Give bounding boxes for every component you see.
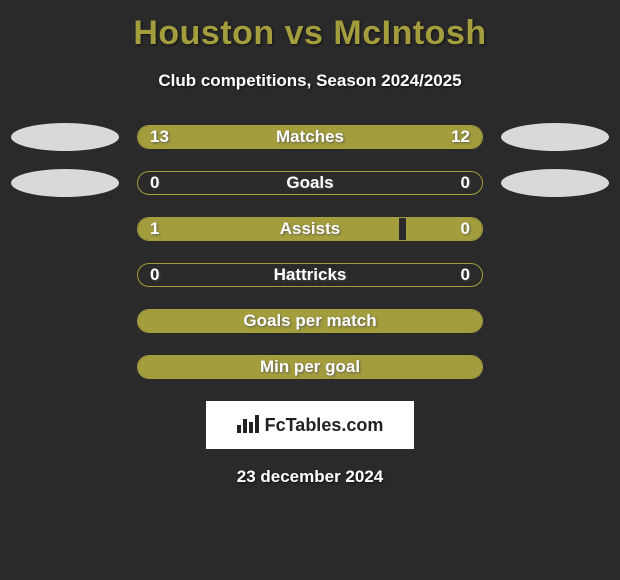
row-spacer-right <box>501 263 609 287</box>
row-spacer-right <box>501 355 609 379</box>
stat-row: 13Matches12 <box>6 125 614 149</box>
stat-value-right: 0 <box>461 218 470 240</box>
site-logo: FcTables.com <box>206 401 414 449</box>
stat-label: Goals <box>138 172 482 194</box>
stat-row: Min per goal <box>6 355 614 379</box>
stat-row: 0Goals0 <box>6 171 614 195</box>
stat-bar: 13Matches12 <box>137 125 483 149</box>
stat-row: Goals per match <box>6 309 614 333</box>
player-avatar-left <box>11 123 119 151</box>
stat-row: 1Assists0 <box>6 217 614 241</box>
stat-value-right: 0 <box>461 172 470 194</box>
stat-bar: 0Hattricks0 <box>137 263 483 287</box>
stat-value-right: 0 <box>461 264 470 286</box>
logo-text: FcTables.com <box>265 415 384 436</box>
row-spacer-right <box>501 309 609 333</box>
date-text: 23 december 2024 <box>6 467 614 487</box>
stat-bar: Min per goal <box>137 355 483 379</box>
stat-label: Matches <box>138 126 482 148</box>
stat-row: 0Hattricks0 <box>6 263 614 287</box>
page-title: Houston vs McIntosh <box>6 14 614 53</box>
row-spacer-left <box>11 355 119 379</box>
row-spacer-left <box>11 217 119 241</box>
stat-label: Min per goal <box>138 356 482 378</box>
player-avatar-left <box>11 169 119 197</box>
stat-bar: Goals per match <box>137 309 483 333</box>
stat-label: Hattricks <box>138 264 482 286</box>
row-spacer-left <box>11 263 119 287</box>
row-spacer-right <box>501 217 609 241</box>
subtitle: Club competitions, Season 2024/2025 <box>6 71 614 91</box>
stat-bar: 0Goals0 <box>137 171 483 195</box>
stat-rows: 13Matches120Goals01Assists00Hattricks0Go… <box>6 125 614 379</box>
chart-icon <box>237 413 259 438</box>
player-avatar-right <box>501 169 609 197</box>
stat-label: Goals per match <box>138 310 482 332</box>
stat-value-right: 12 <box>451 126 470 148</box>
stat-bar: 1Assists0 <box>137 217 483 241</box>
infographic-container: Houston vs McIntosh Club competitions, S… <box>0 0 620 497</box>
player-avatar-right <box>501 123 609 151</box>
stat-label: Assists <box>138 218 482 240</box>
row-spacer-left <box>11 309 119 333</box>
